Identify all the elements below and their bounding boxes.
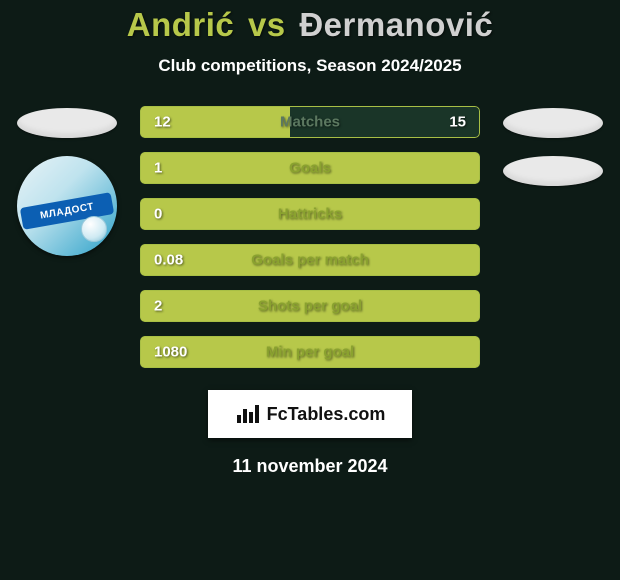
vs-label: vs xyxy=(248,6,286,43)
page-title: Andrić vs Đermanović xyxy=(0,6,620,44)
stat-right-value: 15 xyxy=(449,114,466,131)
stat-row: 2 Shots per goal xyxy=(140,290,480,322)
stat-label: Goals per match xyxy=(251,252,369,269)
stat-row: 12 15 Matches xyxy=(140,106,480,138)
player1-photo-placeholder xyxy=(17,108,117,138)
stat-left-value: 2 xyxy=(154,298,162,315)
comparison-infographic: Andrić vs Đermanović Club competitions, … xyxy=(0,0,620,477)
subtitle: Club competitions, Season 2024/2025 xyxy=(0,56,620,76)
stat-label: Min per goal xyxy=(266,344,354,361)
player1-name: Andrić xyxy=(127,6,235,43)
stat-left-value: 0.08 xyxy=(154,252,183,269)
player2-photo-placeholder xyxy=(503,108,603,138)
left-column: МЛАДОСТ xyxy=(12,106,122,256)
stat-left-value: 0 xyxy=(154,206,162,223)
stat-row: 1 Goals xyxy=(140,152,480,184)
body-row: МЛАДОСТ 12 15 Matches 1 Goals 0 Hattricks 0.08 G… xyxy=(0,106,620,368)
stat-left-value: 12 xyxy=(154,114,171,131)
right-column xyxy=(498,106,608,186)
bar-chart-icon xyxy=(235,401,261,427)
player1-club-badge: МЛАДОСТ xyxy=(17,156,117,256)
player2-club-badge-placeholder xyxy=(503,156,603,186)
stat-label: Hattricks xyxy=(278,206,342,223)
stat-row: 0 Hattricks xyxy=(140,198,480,230)
stat-label: Shots per goal xyxy=(258,298,362,315)
stat-left-value: 1080 xyxy=(154,344,187,361)
stat-label: Goals xyxy=(289,160,331,177)
stat-label: Matches xyxy=(280,114,340,131)
source-logo-text: FcTables.com xyxy=(267,404,386,425)
stat-left-value: 1 xyxy=(154,160,162,177)
player2-name: Đermanović xyxy=(299,6,493,43)
stat-row: 0.08 Goals per match xyxy=(140,244,480,276)
date: 11 november 2024 xyxy=(0,456,620,477)
stat-row: 1080 Min per goal xyxy=(140,336,480,368)
stats-list: 12 15 Matches 1 Goals 0 Hattricks 0.08 Goals per… xyxy=(140,106,480,368)
source-logo: FcTables.com xyxy=(208,390,412,438)
